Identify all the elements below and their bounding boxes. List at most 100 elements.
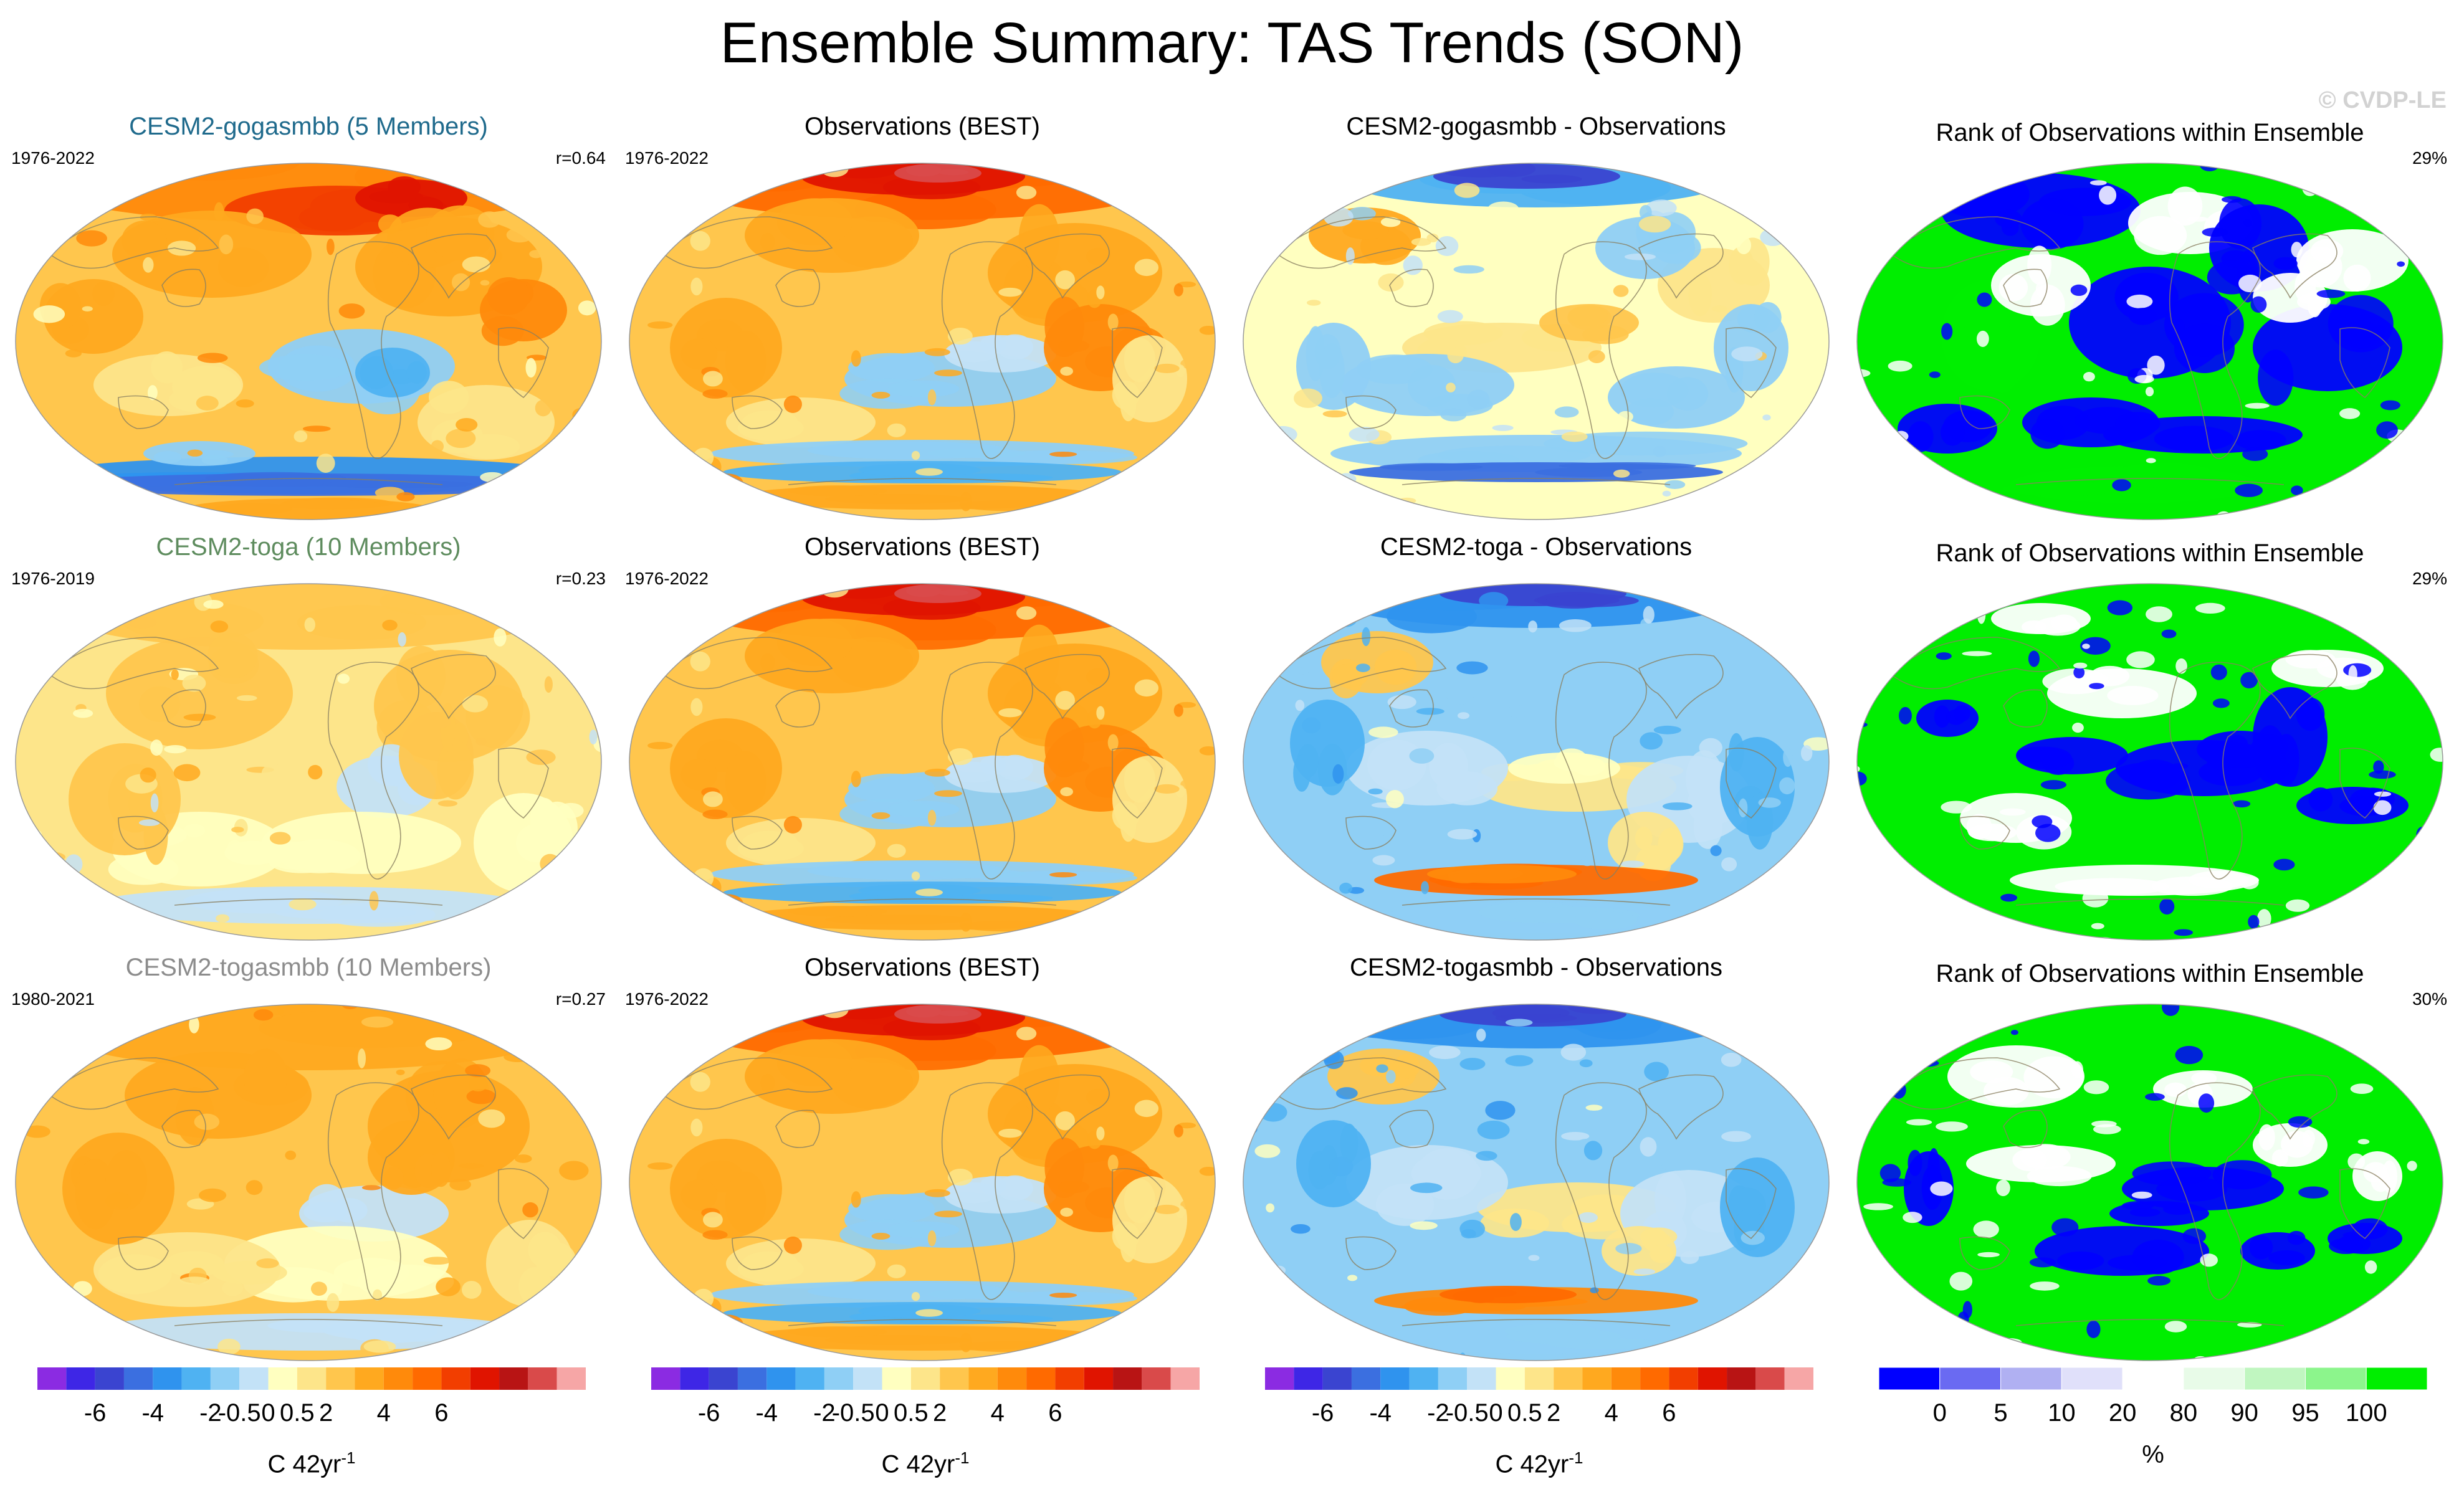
watermark: © CVDP-LE (2318, 87, 2447, 113)
panel-rank-row1: Rank of Observations within Ensemble 29% (1841, 111, 2458, 528)
colorbar-units-exponent: -1 (1569, 1448, 1583, 1467)
panel-rank-row2: Rank of Observations within Ensemble 29% (1841, 531, 2458, 949)
colorbar-swatch (239, 1367, 269, 1390)
colorbar-swatch (853, 1367, 882, 1390)
colorbar-swatch (2000, 1367, 2062, 1390)
colorbar-swatch (499, 1367, 528, 1390)
colorbar-swatch (709, 1367, 738, 1390)
colorbar-swatch (1380, 1367, 1410, 1390)
colorbar-swatch (1582, 1367, 1612, 1390)
rank-percent: 29% (2412, 148, 2447, 168)
colorbar-swatch (1026, 1367, 1056, 1390)
colorbar-swatch (680, 1367, 709, 1390)
colorbar-swatch (37, 1367, 67, 1390)
colorbar-label: % (2142, 1441, 2164, 1468)
panel-model-row3: CESM2-togasmbb (10 Members) 1980-2021 r=… (0, 952, 617, 1369)
colorbar-swatch (95, 1367, 124, 1390)
colorbar-swatch (1669, 1367, 1698, 1390)
colorbar-tick-label: 0.5 (1507, 1399, 1542, 1427)
panel-years: 1980-2021 (11, 989, 95, 1009)
colorbar-rank: 0 5 10 20 80 90 95 100 % (1879, 1367, 2427, 1483)
colorbar-swatch (1409, 1367, 1438, 1390)
panel-title: Rank of Observations within Ensemble (1936, 960, 2364, 987)
map-rank-row3 (1856, 1004, 2443, 1361)
panel-title: CESM2-togasmbb - Observations (1349, 954, 1722, 981)
colorbar-diff: -6 -4 -2 -0.5 0 0.5 2 4 6 C 42yr-1 (1265, 1367, 1813, 1483)
panel-years: 1976-2022 (625, 148, 709, 168)
colorbar-tick-label: 0.5 (280, 1399, 315, 1427)
colorbar-swatch (882, 1367, 911, 1390)
colorbar-swatch (181, 1367, 211, 1390)
panel-years: 1976-2019 (11, 569, 95, 588)
colorbar-label: C 42yr-1 (37, 1448, 586, 1478)
panel-obs-row1: Observations (BEST) 1976-2022 (614, 111, 1231, 528)
colorbar-swatch (268, 1367, 297, 1390)
colorbar-swatch (441, 1367, 470, 1390)
colorbar-tick-label: 6 (434, 1399, 448, 1427)
colorbar-swatch (355, 1367, 384, 1390)
map-model-row3 (15, 1004, 602, 1361)
pattern-correlation: r=0.64 (555, 148, 606, 168)
colorbar-swatch (1698, 1367, 1727, 1390)
colorbar-tick-label: 4 (991, 1399, 1005, 1427)
colorbar-swatch (210, 1367, 240, 1390)
colorbar-tick-label: 90 (2230, 1399, 2258, 1427)
colorbar-swatch (997, 1367, 1027, 1390)
panel-obs-row2: Observations (BEST) 1976-2022 (614, 531, 1231, 949)
pattern-correlation: r=0.23 (555, 569, 606, 588)
colorbar-swatch (1784, 1367, 1813, 1390)
panel-title: CESM2-toga (10 Members) (156, 533, 461, 561)
colorbar-tick-label: -0.5 (1446, 1399, 1489, 1427)
colorbar-swatch (1755, 1367, 1785, 1390)
colorbar-swatch (1084, 1367, 1114, 1390)
colorbar-swatch (556, 1367, 586, 1390)
colorbar-swatch (326, 1367, 355, 1390)
colorbar-swatch (1611, 1367, 1641, 1390)
colorbar-tick-label: 0 (1489, 1399, 1502, 1427)
panel-title: CESM2-togasmbb (10 Members) (125, 954, 492, 981)
colorbar-swatch (1467, 1367, 1496, 1390)
colorbar-swatch (1113, 1367, 1142, 1390)
map-model-row1 (15, 163, 602, 520)
colorbar-swatch (1524, 1367, 1554, 1390)
panel-title: CESM2-gogasmbb (5 Members) (129, 113, 488, 140)
main-title: Ensemble Summary: TAS Trends (SON) (720, 11, 1744, 75)
colorbar-obs: -6 -4 -2 -0.5 0 0.5 2 4 6 C 42yr-1 (651, 1367, 1200, 1483)
colorbar-swatch (297, 1367, 327, 1390)
colorbar-tick-label: -2 (1427, 1399, 1449, 1427)
panel-obs-row3: Observations (BEST) 1976-2022 (614, 952, 1231, 1369)
panel-rank-row3: Rank of Observations within Ensemble 30% (1841, 952, 2458, 1369)
colorbar-tick-label: -0.5 (832, 1399, 875, 1427)
panel-years: 1976-2022 (11, 148, 95, 168)
panel-title: CESM2-gogasmbb - Observations (1346, 113, 1726, 140)
colorbar-tick-label: 6 (1662, 1399, 1676, 1427)
colorbar-swatch (1351, 1367, 1381, 1390)
panel-diff-row1: CESM2-gogasmbb - Observations (1228, 111, 1845, 528)
colorbar-tick-label: 2 (933, 1399, 947, 1427)
colorbar-tick-label: -6 (698, 1399, 720, 1427)
colorbar-tick-label: -6 (1312, 1399, 1334, 1427)
panel-years: 1976-2022 (625, 989, 709, 1009)
colorbar-tick-label: -2 (813, 1399, 836, 1427)
colorbar-units: C 42yr (1495, 1450, 1569, 1478)
panel-title: CESM2-toga - Observations (1380, 533, 1693, 561)
colorbar-tick-label: 20 (2109, 1399, 2137, 1427)
colorbar-swatch (1939, 1367, 2002, 1390)
colorbar-swatch (2304, 1367, 2367, 1390)
colorbar-swatch (737, 1367, 767, 1390)
colorbar-swatch (1640, 1367, 1669, 1390)
colorbar-swatch (1879, 1367, 1941, 1390)
colorbar-swatch (1265, 1367, 1294, 1390)
colorbar-swatch (1554, 1367, 1583, 1390)
panel-title: Observations (BEST) (805, 533, 1040, 561)
panel-title: Rank of Observations within Ensemble (1936, 539, 2364, 567)
colorbar-model: -6 -4 -2 -0.5 0 0.5 2 4 6 C 42yr-1 (37, 1367, 586, 1483)
colorbar-swatch (123, 1367, 153, 1390)
colorbar-swatch (2366, 1367, 2427, 1390)
colorbar-swatches: -6 -4 -2-0.5 0 0.5 2 4 6 (37, 1367, 586, 1427)
colorbar-label: C 42yr-1 (1265, 1448, 1813, 1478)
colorbar-swatches: -6 -4 -2-0.5 0 0.5 2 4 6 (1265, 1367, 1813, 1427)
colorbar-tick-label: 10 (2048, 1399, 2076, 1427)
colorbar-swatch (383, 1367, 413, 1390)
colorbar-swatch (651, 1367, 680, 1390)
